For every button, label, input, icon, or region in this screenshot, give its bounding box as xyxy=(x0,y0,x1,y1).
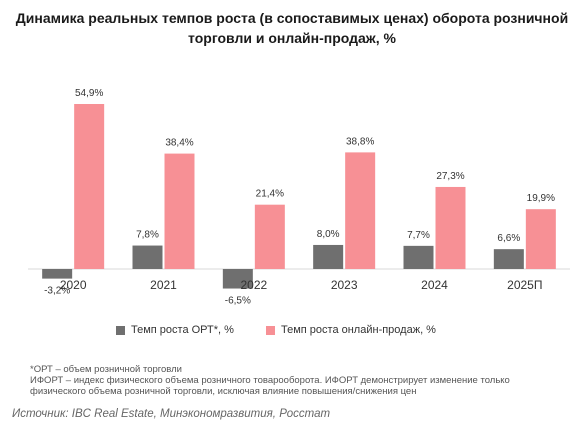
footnote-2: ИФОРТ – индекс физического объема рознич… xyxy=(30,375,510,386)
bar-online-2020 xyxy=(74,104,105,269)
data-label-ort-2024: 7,7% xyxy=(407,230,430,241)
bar-ort-2024 xyxy=(403,245,434,269)
footnotes: *ОРТ – объем розничной торговли ИФОРТ – … xyxy=(30,364,570,397)
bar-online-2021 xyxy=(164,153,195,269)
data-label-ort-2022: -6,5% xyxy=(225,296,251,307)
bar-online-2023 xyxy=(345,152,376,269)
bar-ort-2020 xyxy=(42,269,73,279)
legend-label-online: Темп роста онлайн-продаж, % xyxy=(281,324,436,336)
bar-ort-2022 xyxy=(222,269,253,289)
bar-ort-2023 xyxy=(313,244,344,269)
bar-ort-2021 xyxy=(132,245,163,269)
data-label-ort-2023: 8,0% xyxy=(317,229,340,240)
data-label-online-2024: 27,3% xyxy=(436,171,464,182)
legend: Темп роста ОРТ*, % Темп роста онлайн-про… xyxy=(0,324,584,342)
bar-online-2025П xyxy=(525,209,556,269)
x-tick-label-2022: 2022 xyxy=(240,278,267,292)
data-label-ort-2020: -3,2% xyxy=(44,286,70,297)
x-tick-label-2021: 2021 xyxy=(150,278,177,292)
legend-swatch-ort xyxy=(116,325,125,335)
data-label-ort-2021: 7,8% xyxy=(136,230,159,241)
x-tick-label-2023: 2023 xyxy=(331,278,358,292)
source-text: Источник: IBC Real Estate, Минэкономразв… xyxy=(12,408,331,420)
data-label-online-2022: 21,4% xyxy=(256,189,284,200)
bar-online-2022 xyxy=(254,204,285,269)
x-tick-label-2025П: 2025П xyxy=(507,278,542,292)
legend-item-ort: Темп роста ОРТ*, % xyxy=(116,324,234,336)
legend-swatch-online xyxy=(266,325,275,335)
x-tick-label-2024: 2024 xyxy=(421,278,448,292)
bar-ort-2025П xyxy=(493,249,524,269)
chart-title-line-2: торговли и онлайн-продаж, % xyxy=(188,30,396,46)
data-label-online-2025П: 19,9% xyxy=(527,193,555,204)
footnote-3: физического объема розничной торговли, и… xyxy=(30,386,417,397)
chart-title: Динамика реальных темпов роста (в сопост… xyxy=(0,8,584,48)
data-label-online-2023: 38,8% xyxy=(346,136,374,147)
data-label-ort-2025П: 6,6% xyxy=(497,233,520,244)
data-label-online-2020: 54,9% xyxy=(75,88,103,99)
bar-online-2024 xyxy=(435,186,466,269)
data-label-online-2021: 38,4% xyxy=(165,138,193,149)
footnote-1: *ОРТ – объем розничной торговли xyxy=(30,364,182,375)
plot-area: -3,2% 54,9% 2020 7,8% 38,4% 2021 -6,5% 21,4% 202… xyxy=(28,88,570,307)
x-tick-label-2020: 2020 xyxy=(60,278,87,292)
legend-label-ort: Темп роста ОРТ*, % xyxy=(131,324,234,336)
chart-title-line-1: Динамика реальных темпов роста (в сопост… xyxy=(15,10,569,26)
legend-item-online: Темп роста онлайн-продаж, % xyxy=(266,324,436,336)
